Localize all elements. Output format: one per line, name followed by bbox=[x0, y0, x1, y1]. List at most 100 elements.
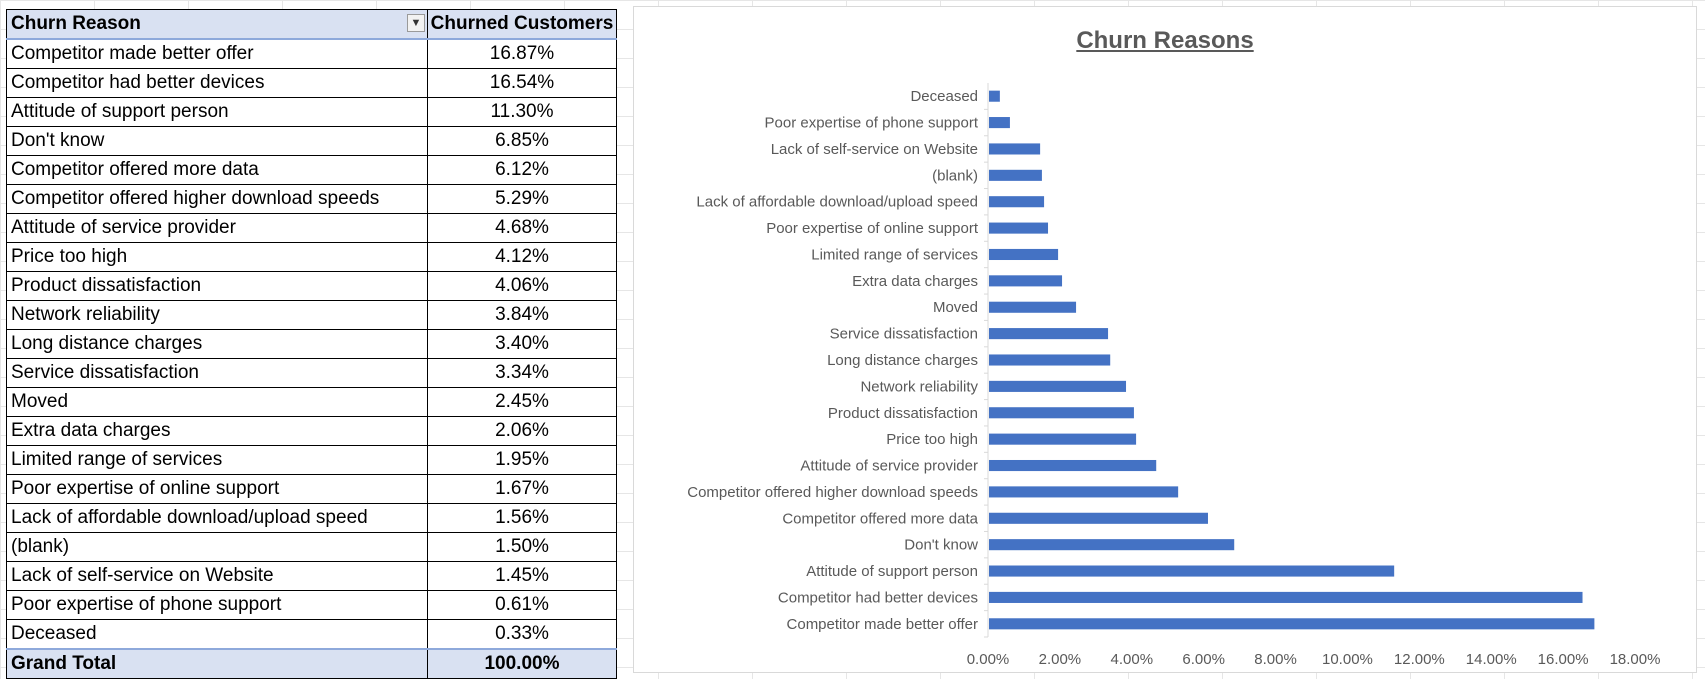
bar[interactable] bbox=[989, 90, 1000, 102]
table-row: Poor expertise of phone support 0.61% bbox=[6, 590, 617, 620]
churned-customers-cell[interactable]: 0.33% bbox=[427, 619, 617, 650]
table-row: Extra data charges 2.06% bbox=[6, 416, 617, 446]
bar[interactable] bbox=[989, 433, 1137, 445]
bar[interactable] bbox=[989, 169, 1042, 181]
bar[interactable] bbox=[989, 539, 1235, 551]
table-row: Limited range of services 1.95% bbox=[6, 445, 617, 475]
churn-reason-cell[interactable]: Price too high bbox=[6, 242, 428, 272]
churn-reason-cell[interactable]: Attitude of service provider bbox=[6, 213, 428, 243]
category-label: Product dissatisfaction bbox=[828, 405, 978, 422]
pivot-table: Churn Reason ▼ Churned Customers Competi… bbox=[6, 9, 617, 679]
bar[interactable] bbox=[989, 275, 1063, 287]
churn-reason-cell[interactable]: Extra data charges bbox=[6, 416, 428, 446]
bar[interactable] bbox=[989, 196, 1045, 208]
churn-reason-cell[interactable]: Product dissatisfaction bbox=[6, 271, 428, 301]
sort-filter-dropdown-icon[interactable]: ▼ bbox=[407, 14, 425, 32]
x-tick-label: 14.00% bbox=[1466, 651, 1517, 668]
x-tick-label: 6.00% bbox=[1182, 651, 1225, 668]
category-label: Extra data charges bbox=[852, 273, 978, 290]
churn-reason-cell[interactable]: Attitude of support person bbox=[6, 97, 428, 127]
category-label: Long distance charges bbox=[827, 352, 978, 369]
category-label: Deceased bbox=[910, 88, 978, 105]
churned-customers-cell[interactable]: 1.67% bbox=[427, 474, 617, 504]
churned-customers-cell[interactable]: 0.61% bbox=[427, 590, 617, 620]
churned-customers-cell[interactable]: 4.12% bbox=[427, 242, 617, 272]
grand-total-value: 100.00% bbox=[427, 648, 617, 679]
churned-customers-cell[interactable]: 3.34% bbox=[427, 358, 617, 388]
churn-reasons-chart[interactable]: Churn Reasons Competitor made better off… bbox=[633, 6, 1697, 673]
table-row: Product dissatisfaction 4.06% bbox=[6, 271, 617, 301]
churned-customers-cell[interactable]: 1.50% bbox=[427, 532, 617, 562]
pivot-header-row: Churn Reason ▼ Churned Customers bbox=[6, 9, 617, 40]
churn-reason-cell[interactable]: Moved bbox=[6, 387, 428, 417]
churned-customers-cell[interactable]: 6.85% bbox=[427, 126, 617, 156]
category-label: Competitor offered more data bbox=[782, 510, 978, 527]
bar[interactable] bbox=[989, 486, 1179, 498]
table-row: Don't know 6.85% bbox=[6, 126, 617, 156]
churn-reason-cell[interactable]: Poor expertise of online support bbox=[6, 474, 428, 504]
category-label: (blank) bbox=[932, 167, 978, 184]
churn-reason-cell[interactable]: Competitor offered higher download speed… bbox=[6, 184, 428, 214]
table-row: Competitor had better devices 16.54% bbox=[6, 68, 617, 98]
table-row: Competitor offered higher download speed… bbox=[6, 184, 617, 214]
churn-reason-cell[interactable]: Network reliability bbox=[6, 300, 428, 330]
x-tick-label: 4.00% bbox=[1111, 651, 1154, 668]
churn-reason-cell[interactable]: Lack of affordable download/upload speed bbox=[6, 503, 428, 533]
category-label: Lack of self-service on Website bbox=[771, 141, 978, 158]
bar[interactable] bbox=[989, 248, 1059, 261]
churned-customers-cell[interactable]: 5.29% bbox=[427, 184, 617, 214]
churn-reason-cell[interactable]: Service dissatisfaction bbox=[6, 358, 428, 388]
x-tick-label: 18.00% bbox=[1610, 651, 1661, 668]
table-row: Lack of self-service on Website 1.45% bbox=[6, 561, 617, 591]
churn-reason-cell[interactable]: Competitor made better offer bbox=[6, 38, 428, 69]
churned-customers-cell[interactable]: 3.40% bbox=[427, 329, 617, 359]
churn-reason-cell[interactable]: Lack of self-service on Website bbox=[6, 561, 428, 591]
bar[interactable] bbox=[989, 512, 1208, 524]
churn-reason-cell[interactable]: Competitor had better devices bbox=[6, 68, 428, 98]
churned-customers-cell[interactable]: 16.54% bbox=[427, 68, 617, 98]
bar[interactable] bbox=[989, 591, 1583, 603]
table-row: (blank) 1.50% bbox=[6, 532, 617, 562]
bar[interactable] bbox=[989, 222, 1049, 234]
churned-customers-cell[interactable]: 1.56% bbox=[427, 503, 617, 533]
churned-customers-cell[interactable]: 2.45% bbox=[427, 387, 617, 417]
bar[interactable] bbox=[989, 328, 1109, 340]
chart-plot-area: Competitor made better offer Competitor h… bbox=[687, 83, 1661, 668]
churn-reason-cell[interactable]: Deceased bbox=[6, 619, 428, 650]
category-label: Price too high bbox=[886, 431, 978, 448]
table-row: Moved 2.45% bbox=[6, 387, 617, 417]
table-row: Poor expertise of online support 1.67% bbox=[6, 474, 617, 504]
churn-reason-cell[interactable]: Long distance charges bbox=[6, 329, 428, 359]
bar[interactable] bbox=[989, 354, 1111, 366]
churned-customers-cell[interactable]: 16.87% bbox=[427, 38, 617, 69]
chart-title: Churn Reasons bbox=[1076, 27, 1254, 54]
table-row: Lack of affordable download/upload speed… bbox=[6, 503, 617, 533]
bar[interactable] bbox=[989, 407, 1134, 419]
churned-customers-cell[interactable]: 6.12% bbox=[427, 155, 617, 185]
bar[interactable] bbox=[989, 143, 1041, 155]
churned-customers-cell[interactable]: 11.30% bbox=[427, 97, 617, 127]
churned-customers-cell[interactable]: 4.06% bbox=[427, 271, 617, 301]
table-row: Long distance charges 3.40% bbox=[6, 329, 617, 359]
churn-reason-cell[interactable]: Limited range of services bbox=[6, 445, 428, 475]
churned-customers-cell[interactable]: 1.45% bbox=[427, 561, 617, 591]
bar[interactable] bbox=[989, 117, 1010, 129]
bar[interactable] bbox=[989, 301, 1077, 313]
churn-reason-cell[interactable]: Don't know bbox=[6, 126, 428, 156]
bar[interactable] bbox=[989, 618, 1595, 630]
churn-reason-cell[interactable]: (blank) bbox=[6, 532, 428, 562]
churned-customers-cell[interactable]: 3.84% bbox=[427, 300, 617, 330]
table-row: Attitude of support person 11.30% bbox=[6, 97, 617, 127]
churn-reason-cell[interactable]: Poor expertise of phone support bbox=[6, 590, 428, 620]
churned-customers-cell[interactable]: 1.95% bbox=[427, 445, 617, 475]
x-tick-label: 12.00% bbox=[1394, 651, 1445, 668]
category-label: Limited range of services bbox=[811, 246, 978, 263]
churned-customers-cell[interactable]: 2.06% bbox=[427, 416, 617, 446]
bar[interactable] bbox=[989, 459, 1157, 472]
churn-reason-cell[interactable]: Competitor offered more data bbox=[6, 155, 428, 185]
bar[interactable] bbox=[989, 380, 1127, 392]
bar[interactable] bbox=[989, 565, 1395, 577]
churned-customers-cell[interactable]: 4.68% bbox=[427, 213, 617, 243]
category-label: Poor expertise of online support bbox=[766, 220, 979, 237]
table-row: Service dissatisfaction 3.34% bbox=[6, 358, 617, 388]
